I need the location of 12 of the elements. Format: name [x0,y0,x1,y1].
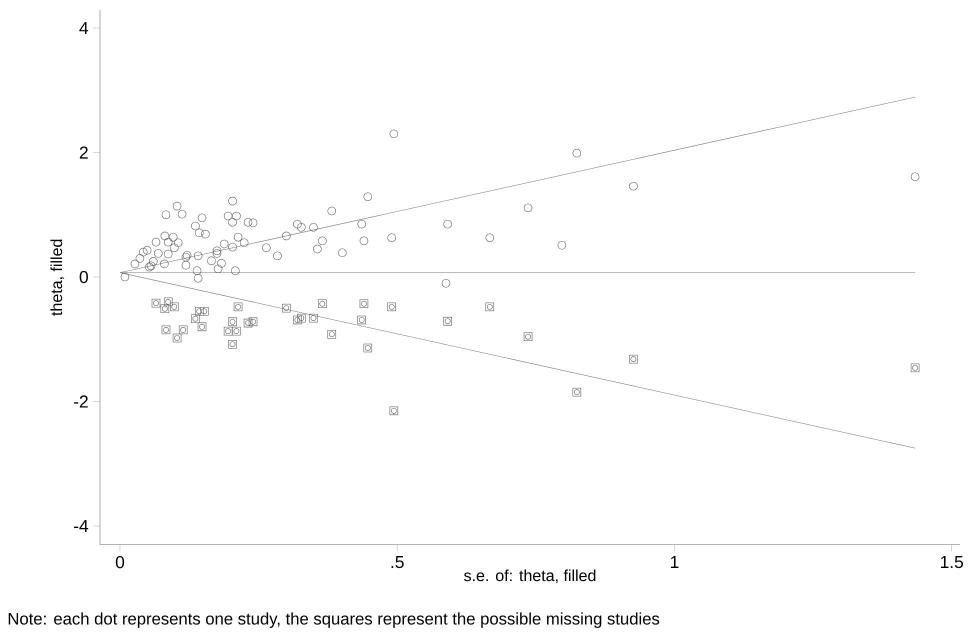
x-tick-label: 1 [670,556,678,568]
x-tick-label: .5 [392,556,404,568]
y-tick-label: 0 [80,270,88,284]
y-tick-label: -4 [74,520,88,532]
y-tick-label: 4 [79,22,88,34]
x-axis-title: s.e. of: theta, filled [464,569,596,584]
y-tick-label: 2 [80,146,88,159]
x-tick-label: 1.5 [940,556,963,568]
y-axis-title: theta, filled [50,240,64,316]
y-tick-label: -2 [74,395,88,408]
text: Note: each dot represents one study, the squares represent the possible missing studies [8,612,660,628]
x-tick-label: 0 [116,556,124,568]
